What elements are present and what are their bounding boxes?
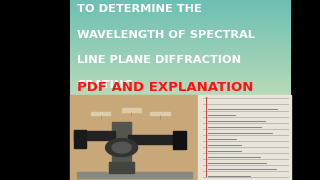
Bar [70,78,291,81]
Bar [70,21,291,24]
Bar [70,83,291,86]
Bar [70,64,291,67]
Text: GRATING: GRATING [77,80,133,90]
Bar [70,0,291,2]
Bar [128,135,179,144]
Bar [70,93,291,95]
Bar [70,19,291,21]
Bar [70,33,291,36]
Text: PDF AND EXPLANATION: PDF AND EXPLANATION [77,81,253,94]
Bar [70,12,291,14]
Bar [70,40,291,43]
Bar [70,74,291,76]
Bar [77,172,192,178]
Text: WAVELENGTH OF SPECTRAL: WAVELENGTH OF SPECTRAL [77,30,255,40]
Bar [70,24,291,26]
Bar [198,95,291,180]
Bar [70,52,291,55]
Bar [70,62,291,64]
Bar [70,47,291,50]
Bar [70,35,291,38]
Text: LINE PLANE DIFFRACTION: LINE PLANE DIFFRACTION [77,55,241,65]
Bar [70,95,198,180]
Bar [70,55,291,57]
Bar [70,16,291,19]
Bar [70,45,291,48]
Bar [122,108,141,112]
Bar [70,76,291,79]
Bar [70,42,291,45]
Text: TO DETERMINE THE: TO DETERMINE THE [77,4,202,15]
Bar [70,81,291,84]
Bar [70,2,291,5]
Bar [74,131,115,140]
Bar [109,162,134,173]
Bar [70,38,291,40]
Bar [150,112,170,115]
Bar [70,4,291,7]
Bar [70,26,291,29]
Circle shape [112,142,131,153]
Bar [70,86,291,88]
Bar [70,71,291,74]
Bar [70,69,291,71]
Bar [70,14,291,17]
Bar [70,7,291,10]
Bar [91,112,110,115]
Bar [112,122,131,172]
Bar [70,90,291,93]
Bar [70,88,291,91]
Bar [70,50,291,53]
Bar [70,31,291,33]
Bar [70,28,291,31]
Bar [70,57,291,60]
Bar [173,131,186,149]
Circle shape [106,139,138,157]
Bar [70,9,291,12]
Bar [70,59,291,62]
Bar [74,130,86,148]
Bar [70,66,291,69]
